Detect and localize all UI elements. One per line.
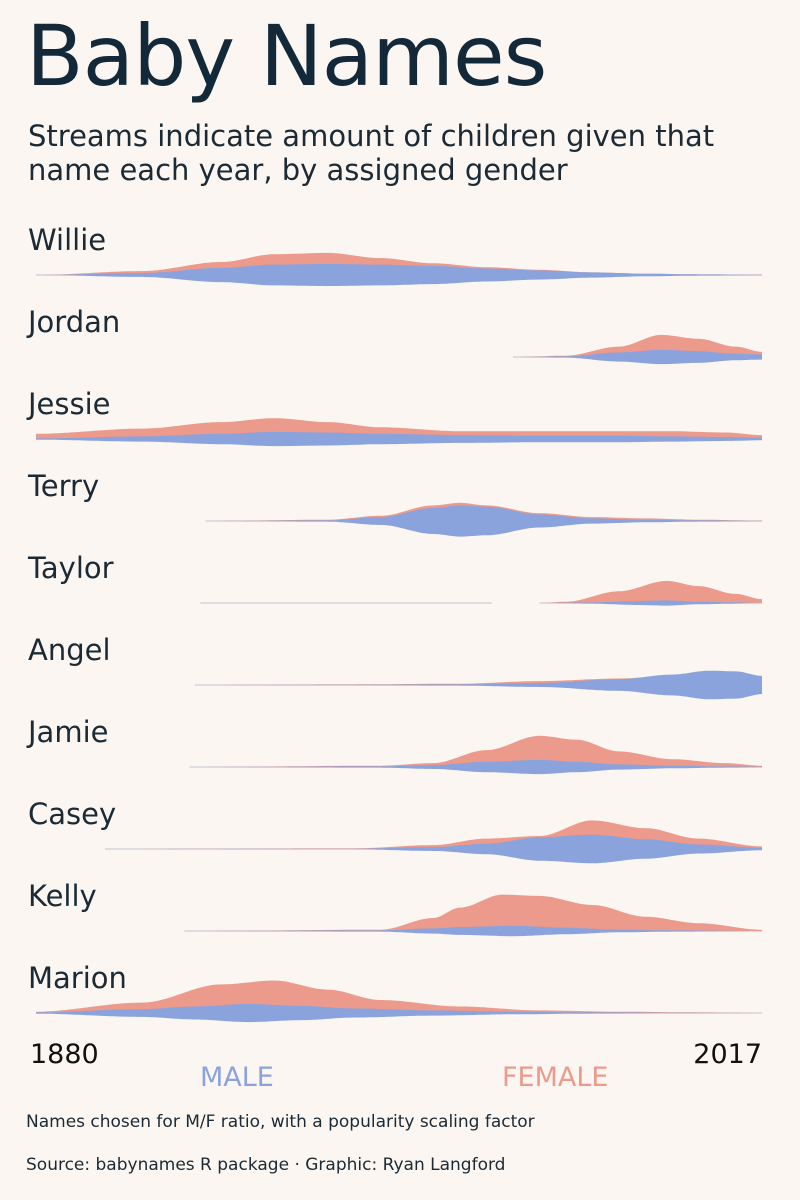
series-label: Jessie bbox=[26, 387, 111, 421]
male-stream bbox=[189, 759, 762, 775]
series-label: Taylor bbox=[27, 551, 114, 585]
male-stream bbox=[195, 670, 762, 700]
series-label: Marion bbox=[28, 961, 127, 995]
series-label: Angel bbox=[28, 633, 111, 667]
source-credit: Source: babynames R package · Graphic: R… bbox=[26, 1155, 506, 1175]
page-title: Baby Names bbox=[26, 7, 547, 105]
male-stream bbox=[36, 263, 762, 287]
series-label: Jordan bbox=[26, 305, 120, 339]
legend-male: MALE bbox=[200, 1062, 274, 1093]
footnote: Names chosen for M/F ratio, with a popul… bbox=[26, 1112, 535, 1132]
female-stream bbox=[200, 580, 763, 603]
series-label: Jamie bbox=[26, 715, 108, 749]
x-axis-start-label: 1880 bbox=[30, 1039, 99, 1070]
series-label: Casey bbox=[28, 797, 116, 831]
male-stream bbox=[104, 834, 762, 864]
page-subtitle: Streams indicate amount of children give… bbox=[28, 119, 715, 187]
zero-line-gap bbox=[491, 601, 540, 605]
male-stream bbox=[36, 1003, 762, 1023]
female-stream bbox=[36, 980, 762, 1013]
series-label: Terry bbox=[27, 469, 99, 503]
male-stream bbox=[200, 600, 763, 606]
male-stream bbox=[184, 925, 762, 937]
male-stream bbox=[36, 431, 762, 447]
male-stream bbox=[205, 505, 763, 537]
streams-group: Willie Jordan Jessie Terry Taylor Angel Jamie C… bbox=[26, 223, 763, 1023]
series-label: Kelly bbox=[28, 879, 97, 913]
female-stream bbox=[184, 894, 762, 931]
legend-female: FEMALE bbox=[502, 1062, 608, 1093]
female-stream bbox=[189, 735, 762, 767]
male-stream bbox=[512, 349, 762, 365]
series-label: Willie bbox=[28, 223, 106, 257]
x-axis-end-label: 2017 bbox=[693, 1039, 762, 1070]
